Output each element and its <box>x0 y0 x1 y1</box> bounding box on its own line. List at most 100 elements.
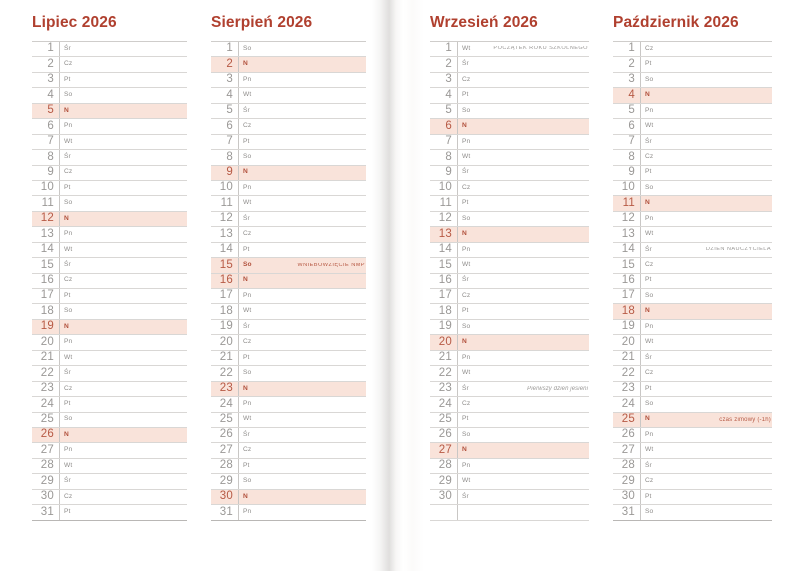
day-row[interactable]: 28 Śr <box>613 458 772 475</box>
day-row[interactable]: 20 N <box>430 335 589 351</box>
day-row[interactable]: 27 Wt <box>613 443 772 459</box>
day-row[interactable]: 18 So <box>32 304 187 320</box>
day-row[interactable]: 8 Cz <box>613 150 772 166</box>
day-row[interactable]: 26 Pn <box>613 427 772 444</box>
day-row[interactable]: 26 N <box>32 427 187 444</box>
day-row[interactable]: 3 Pt <box>32 72 187 89</box>
day-row[interactable]: 7 Pt <box>211 134 366 151</box>
day-row[interactable]: 19 So <box>430 319 589 336</box>
day-row[interactable]: 29 Cz <box>613 474 772 490</box>
day-row[interactable]: 9 Pt <box>613 165 772 181</box>
day-row[interactable]: 24 So <box>613 397 772 413</box>
day-row[interactable]: 18 Pt <box>430 304 589 320</box>
day-row[interactable]: 28 Pt <box>211 458 366 475</box>
day-row[interactable]: 6 Cz <box>211 119 366 135</box>
day-row[interactable]: 1 Wt Początek roku szkolnego <box>430 42 589 58</box>
day-row[interactable]: 11 N <box>613 196 772 212</box>
day-row[interactable]: 9 Cz <box>32 165 187 181</box>
day-row[interactable]: 30 Śr <box>430 489 589 506</box>
day-row[interactable]: 2 Śr <box>430 57 589 73</box>
day-row[interactable]: 13 Cz <box>211 227 366 243</box>
day-row[interactable]: 4 Wt <box>211 88 366 104</box>
day-row[interactable]: 6 Pn <box>32 119 187 135</box>
day-row[interactable]: 5 Śr <box>211 103 366 120</box>
day-row[interactable]: 1 Śr <box>32 42 187 58</box>
day-row[interactable]: 27 Pn <box>32 443 187 459</box>
day-row[interactable]: 20 Pn <box>32 335 187 351</box>
day-row[interactable]: 8 Śr <box>32 150 187 166</box>
day-row[interactable]: 1 So <box>211 42 366 58</box>
day-row[interactable]: 11 So <box>32 196 187 212</box>
day-row[interactable]: 27 Cz <box>211 443 366 459</box>
day-row[interactable]: 15 So Wniebowzięcie NMP <box>211 258 366 274</box>
day-row[interactable]: 12 N <box>32 211 187 228</box>
day-row[interactable]: 11 Pt <box>430 196 589 212</box>
day-row[interactable]: 16 Pt <box>613 273 772 289</box>
day-row[interactable]: 8 Wt <box>430 150 589 166</box>
day-row[interactable]: 29 Wt <box>430 474 589 490</box>
day-row[interactable]: 23 N <box>211 381 366 398</box>
day-row[interactable]: 29 So <box>211 474 366 490</box>
day-row[interactable]: 15 Śr <box>32 258 187 274</box>
day-row[interactable]: 2 Pt <box>613 57 772 73</box>
day-row[interactable]: 15 Wt <box>430 258 589 274</box>
day-row[interactable]: 16 N <box>211 273 366 289</box>
day-row[interactable]: 25 So <box>32 412 187 428</box>
day-row[interactable]: 13 Wt <box>613 227 772 243</box>
day-row[interactable]: 1 Cz <box>613 42 772 58</box>
day-row[interactable]: 19 Pn <box>613 319 772 336</box>
day-row[interactable]: 12 Śr <box>211 211 366 228</box>
day-row[interactable]: 23 Cz <box>32 381 187 398</box>
day-row[interactable]: 29 Śr <box>32 474 187 490</box>
day-row[interactable]: 17 So <box>613 289 772 305</box>
day-row[interactable]: 16 Cz <box>32 273 187 289</box>
day-row[interactable]: 31 Pt <box>32 505 187 521</box>
day-row[interactable]: 28 Wt <box>32 458 187 475</box>
day-row[interactable]: 21 Wt <box>32 350 187 367</box>
day-row[interactable]: 30 Cz <box>32 489 187 506</box>
day-row[interactable]: 2 Cz <box>32 57 187 73</box>
day-row[interactable]: 22 Cz <box>613 366 772 382</box>
day-row[interactable]: 21 Pt <box>211 350 366 367</box>
day-row[interactable]: 25 Wt <box>211 412 366 428</box>
day-row[interactable]: 25 Pt <box>430 412 589 428</box>
day-row[interactable]: 14 Śr Dzień Nauczyciela <box>613 242 772 259</box>
day-row[interactable]: 19 N <box>32 319 187 336</box>
day-row[interactable]: 22 Wt <box>430 366 589 382</box>
day-row[interactable] <box>430 505 589 521</box>
day-row[interactable]: 14 Wt <box>32 242 187 259</box>
day-row[interactable]: 7 Pn <box>430 134 589 151</box>
day-row[interactable]: 20 Cz <box>211 335 366 351</box>
day-row[interactable]: 13 N <box>430 227 589 243</box>
day-row[interactable]: 16 Śr <box>430 273 589 289</box>
day-row[interactable]: 31 Pn <box>211 505 366 521</box>
day-row[interactable]: 12 So <box>430 211 589 228</box>
day-row[interactable]: 3 Cz <box>430 72 589 89</box>
day-row[interactable]: 7 Wt <box>32 134 187 151</box>
day-row[interactable]: 30 Pt <box>613 489 772 506</box>
day-row[interactable]: 15 Cz <box>613 258 772 274</box>
day-row[interactable]: 8 So <box>211 150 366 166</box>
day-row[interactable]: 24 Cz <box>430 397 589 413</box>
day-row[interactable]: 13 Pn <box>32 227 187 243</box>
day-row[interactable]: 21 Pn <box>430 350 589 367</box>
day-row[interactable]: 18 N <box>613 304 772 320</box>
day-row[interactable]: 3 So <box>613 72 772 89</box>
day-row[interactable]: 6 Wt <box>613 119 772 135</box>
day-row[interactable]: 19 Śr <box>211 319 366 336</box>
day-row[interactable]: 24 Pt <box>32 397 187 413</box>
day-row[interactable]: 14 Pt <box>211 242 366 259</box>
day-row[interactable]: 22 So <box>211 366 366 382</box>
day-row[interactable]: 5 So <box>430 103 589 120</box>
day-row[interactable]: 23 Pt <box>613 381 772 398</box>
day-row[interactable]: 30 N <box>211 489 366 506</box>
day-row[interactable]: 24 Pn <box>211 397 366 413</box>
day-row[interactable]: 26 So <box>430 427 589 444</box>
day-row[interactable]: 22 Śr <box>32 366 187 382</box>
day-row[interactable]: 5 Pn <box>613 103 772 120</box>
day-row[interactable]: 9 Śr <box>430 165 589 181</box>
day-row[interactable]: 20 Wt <box>613 335 772 351</box>
day-row[interactable]: 10 Cz <box>430 180 589 197</box>
